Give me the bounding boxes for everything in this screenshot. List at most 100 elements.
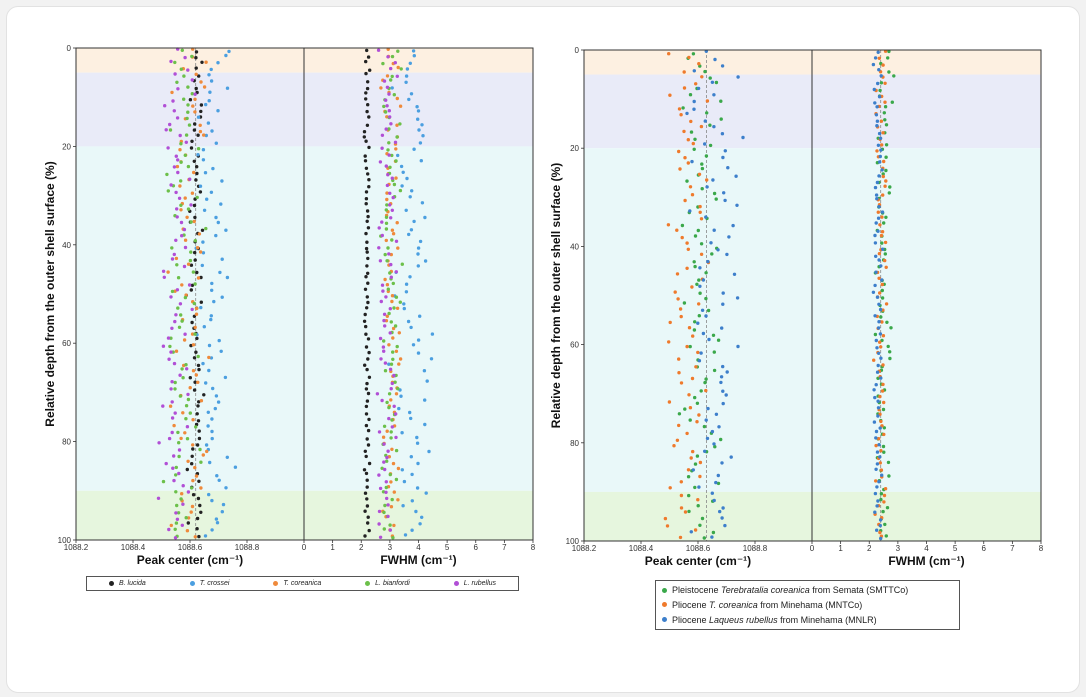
data-point <box>687 55 691 60</box>
data-point <box>719 117 723 121</box>
data-point <box>663 516 668 521</box>
data-point <box>882 432 886 437</box>
data-point <box>390 54 395 59</box>
data-point <box>395 135 399 139</box>
data-point <box>366 300 370 305</box>
data-point <box>194 312 199 316</box>
data-point <box>395 221 399 225</box>
data-point <box>409 325 413 330</box>
data-point <box>703 142 707 146</box>
data-point <box>380 233 384 238</box>
data-point <box>721 389 725 393</box>
data-point <box>174 313 178 317</box>
data-point <box>878 291 882 295</box>
data-point <box>390 497 394 502</box>
data-point <box>187 283 192 287</box>
data-point <box>170 257 175 261</box>
data-point <box>712 228 716 232</box>
data-point <box>879 74 883 78</box>
data-point <box>189 250 193 254</box>
data-point <box>201 453 205 457</box>
data-point <box>176 306 180 310</box>
data-point <box>685 179 689 183</box>
data-point <box>167 436 172 441</box>
data-point <box>388 307 392 311</box>
data-point <box>195 165 199 169</box>
data-point <box>406 319 411 324</box>
data-point <box>379 299 383 304</box>
data-point <box>364 97 368 101</box>
data-point <box>180 234 184 238</box>
data-point <box>383 110 388 114</box>
data-point <box>685 111 689 116</box>
data-point <box>879 356 883 360</box>
data-point <box>170 246 174 250</box>
data-point <box>875 346 879 350</box>
data-point <box>180 319 184 323</box>
data-point <box>364 91 368 95</box>
x-tick-label: 8 <box>531 543 536 552</box>
data-point <box>875 119 880 123</box>
data-point <box>706 259 710 264</box>
data-point <box>181 411 185 415</box>
data-point <box>190 78 194 82</box>
data-point <box>409 228 414 232</box>
data-point <box>696 350 700 355</box>
data-point <box>225 455 229 459</box>
data-point <box>378 486 383 491</box>
data-point <box>888 356 892 361</box>
data-point <box>377 473 381 477</box>
data-point <box>712 368 717 373</box>
data-point <box>219 349 223 353</box>
data-point <box>720 64 725 68</box>
data-point <box>198 184 203 188</box>
data-point <box>365 306 369 310</box>
data-point <box>380 133 385 137</box>
data-point <box>385 496 389 501</box>
data-point <box>385 183 390 188</box>
data-point <box>883 522 887 527</box>
data-point <box>193 122 197 126</box>
data-point <box>189 203 193 207</box>
x-tick-label: 1088.4 <box>629 544 654 553</box>
data-point <box>877 443 881 447</box>
data-point <box>390 153 394 158</box>
data-point <box>682 86 687 90</box>
data-point <box>699 252 704 256</box>
data-point <box>193 380 197 384</box>
data-point <box>668 320 672 325</box>
data-point <box>389 436 393 440</box>
legend-label: Pliocene Laqueus rubellus from Minehama … <box>672 614 877 625</box>
data-point <box>204 443 209 447</box>
data-point <box>704 377 708 381</box>
data-point <box>708 76 712 80</box>
data-point <box>382 104 386 109</box>
data-point <box>877 131 882 136</box>
data-point <box>723 523 727 528</box>
data-point <box>872 87 876 92</box>
data-point <box>387 92 391 96</box>
data-point <box>882 500 886 504</box>
data-point <box>687 393 691 397</box>
data-point <box>196 354 200 359</box>
data-point <box>404 282 409 286</box>
legend-marker <box>365 581 371 586</box>
data-point <box>192 388 197 392</box>
depth-zone-band <box>304 48 533 73</box>
data-point <box>365 48 369 53</box>
data-point <box>874 443 878 448</box>
data-point <box>696 228 700 233</box>
data-point <box>695 282 699 286</box>
data-point <box>882 400 886 405</box>
data-point <box>227 49 231 54</box>
data-point <box>207 343 212 348</box>
data-point <box>196 276 201 280</box>
data-point <box>363 287 368 291</box>
data-point <box>233 465 238 469</box>
data-point <box>364 412 369 416</box>
data-point <box>363 154 367 158</box>
data-point <box>690 285 694 289</box>
data-point <box>389 78 393 82</box>
data-point <box>703 380 707 385</box>
data-point <box>696 86 701 91</box>
